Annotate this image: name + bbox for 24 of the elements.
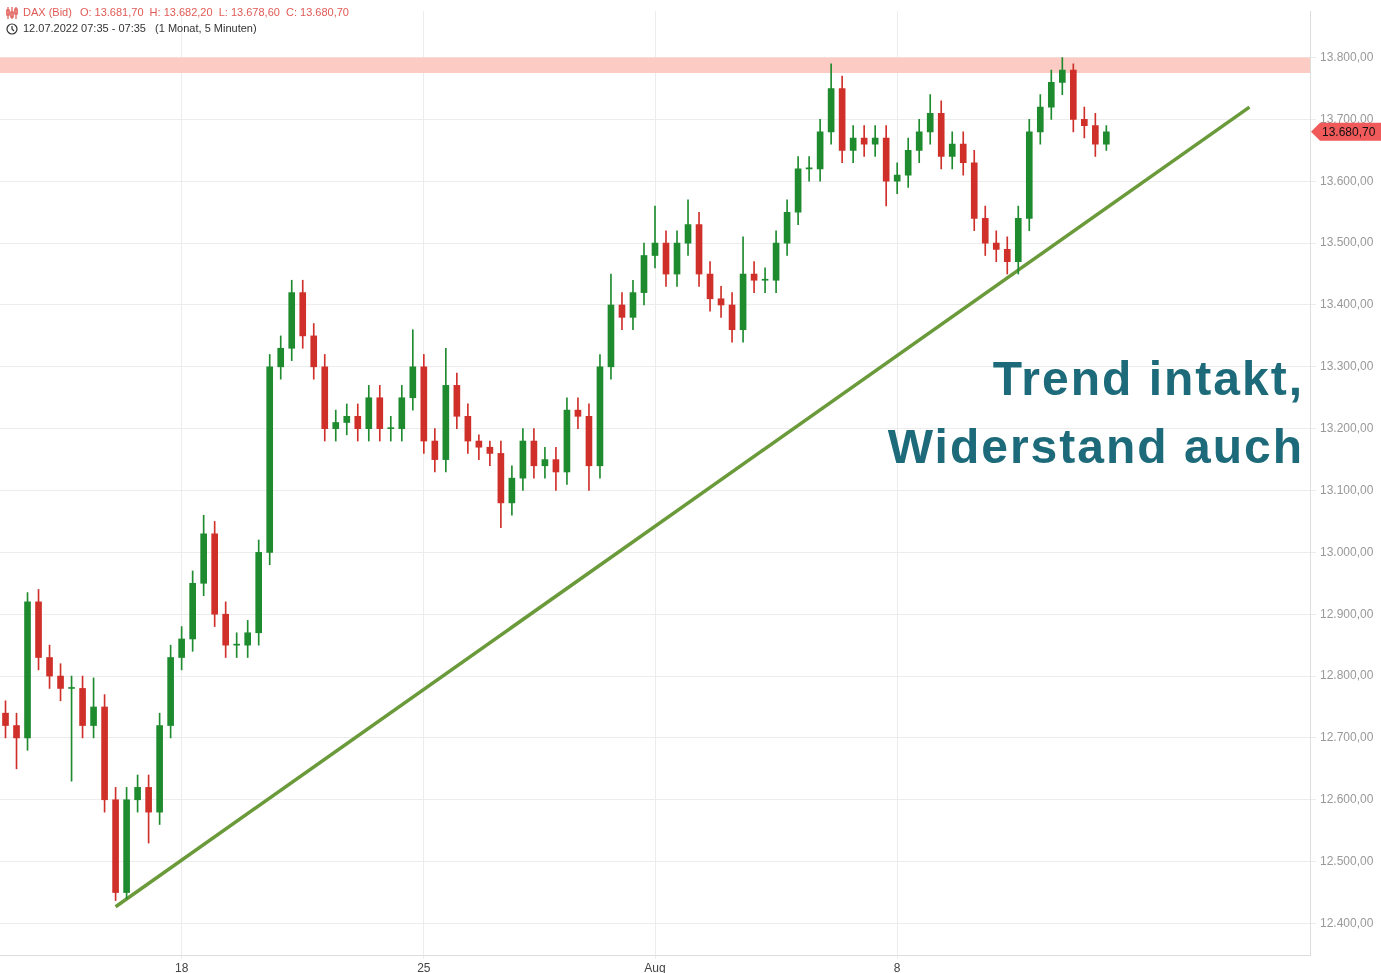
y-tick-label: 13.500,00 (1320, 235, 1374, 250)
y-tick-label: 13.300,00 (1320, 359, 1374, 374)
candlestick (387, 415, 395, 442)
y-tick-label: 13.700,00 (1320, 111, 1374, 126)
y-tick-label: 13.000,00 (1320, 544, 1374, 559)
y-tick-label: 12.900,00 (1320, 606, 1374, 621)
annotation: 12.07.2022 07:35 - 07:35 (1 Monat, 5 Minuten) (23, 22, 257, 35)
y-tick-label: 12.500,00 (1320, 853, 1374, 868)
x-tick-label: 18 (174, 960, 189, 973)
y-tick-label: 13.100,00 (1320, 482, 1374, 497)
y-tick-label: 12.700,00 (1320, 730, 1374, 745)
y-tick-label: 13.200,00 (1320, 420, 1374, 435)
x-tick-label: 8 (893, 960, 901, 973)
y-tick-label: 12.600,00 (1320, 792, 1374, 807)
y-tick-label: 13.600,00 (1320, 173, 1374, 188)
y-tick-label: 13.800,00 (1320, 49, 1374, 64)
y-tick-label: 13.400,00 (1320, 297, 1374, 312)
y-tick-label: 12.800,00 (1320, 668, 1374, 683)
chart-title: DAX (Bid) (23, 6, 72, 19)
x-tick-label: 25 (417, 960, 431, 973)
text: 13.680,70 (1322, 125, 1376, 140)
y-tick-label: 12.400,00 (1320, 915, 1374, 930)
annotation: O: 13.681,70 H: 13.682,20 L: 13.678,60 C: 13.680,70 (79, 6, 349, 19)
annotation: Trend intakt, Widerstand auch (887, 352, 1304, 474)
